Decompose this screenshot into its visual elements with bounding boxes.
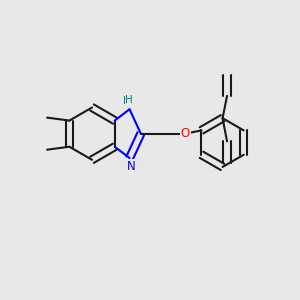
Text: H: H [125,95,133,105]
Text: O: O [181,127,190,140]
Text: H: H [123,96,131,106]
Text: N: N [127,160,135,173]
